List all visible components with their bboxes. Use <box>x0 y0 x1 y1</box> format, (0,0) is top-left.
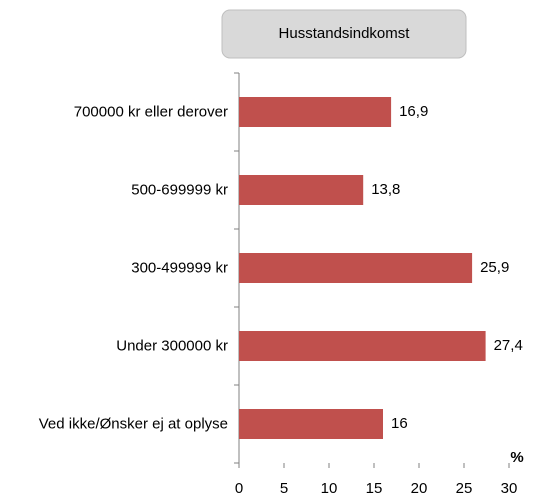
x-axis-label: % <box>510 449 523 466</box>
y-tick-label: 700000 kr eller derover <box>73 103 228 121</box>
x-tick-label: 5 <box>280 480 288 497</box>
bar <box>239 409 383 439</box>
bar <box>239 331 486 361</box>
y-tick-label: Under 300000 kr <box>116 337 228 355</box>
title-box <box>221 9 467 59</box>
x-tick-label: 10 <box>321 480 338 497</box>
x-tick-label: 30 <box>501 480 518 497</box>
x-tick-label: 25 <box>456 480 473 497</box>
value-label: 13,8 <box>371 181 400 198</box>
value-label: 16,9 <box>399 103 428 120</box>
bar <box>239 97 392 127</box>
y-tick-label: Ved ikke/Ønsker ej at oplyse <box>38 415 228 433</box>
bar <box>239 175 364 205</box>
y-tick-label: 500-699999 kr <box>131 181 228 199</box>
y-tick-label: 300-499999 kr <box>131 259 228 277</box>
value-label: 27,4 <box>494 337 523 354</box>
value-label: 25,9 <box>480 259 509 276</box>
chart-title: Husstandsindkomst <box>279 25 411 42</box>
x-tick-label: 15 <box>366 480 383 497</box>
bar <box>239 253 473 283</box>
value-label: 16 <box>391 415 408 432</box>
x-tick-label: 0 <box>235 480 243 497</box>
x-tick-label: 20 <box>411 480 428 497</box>
